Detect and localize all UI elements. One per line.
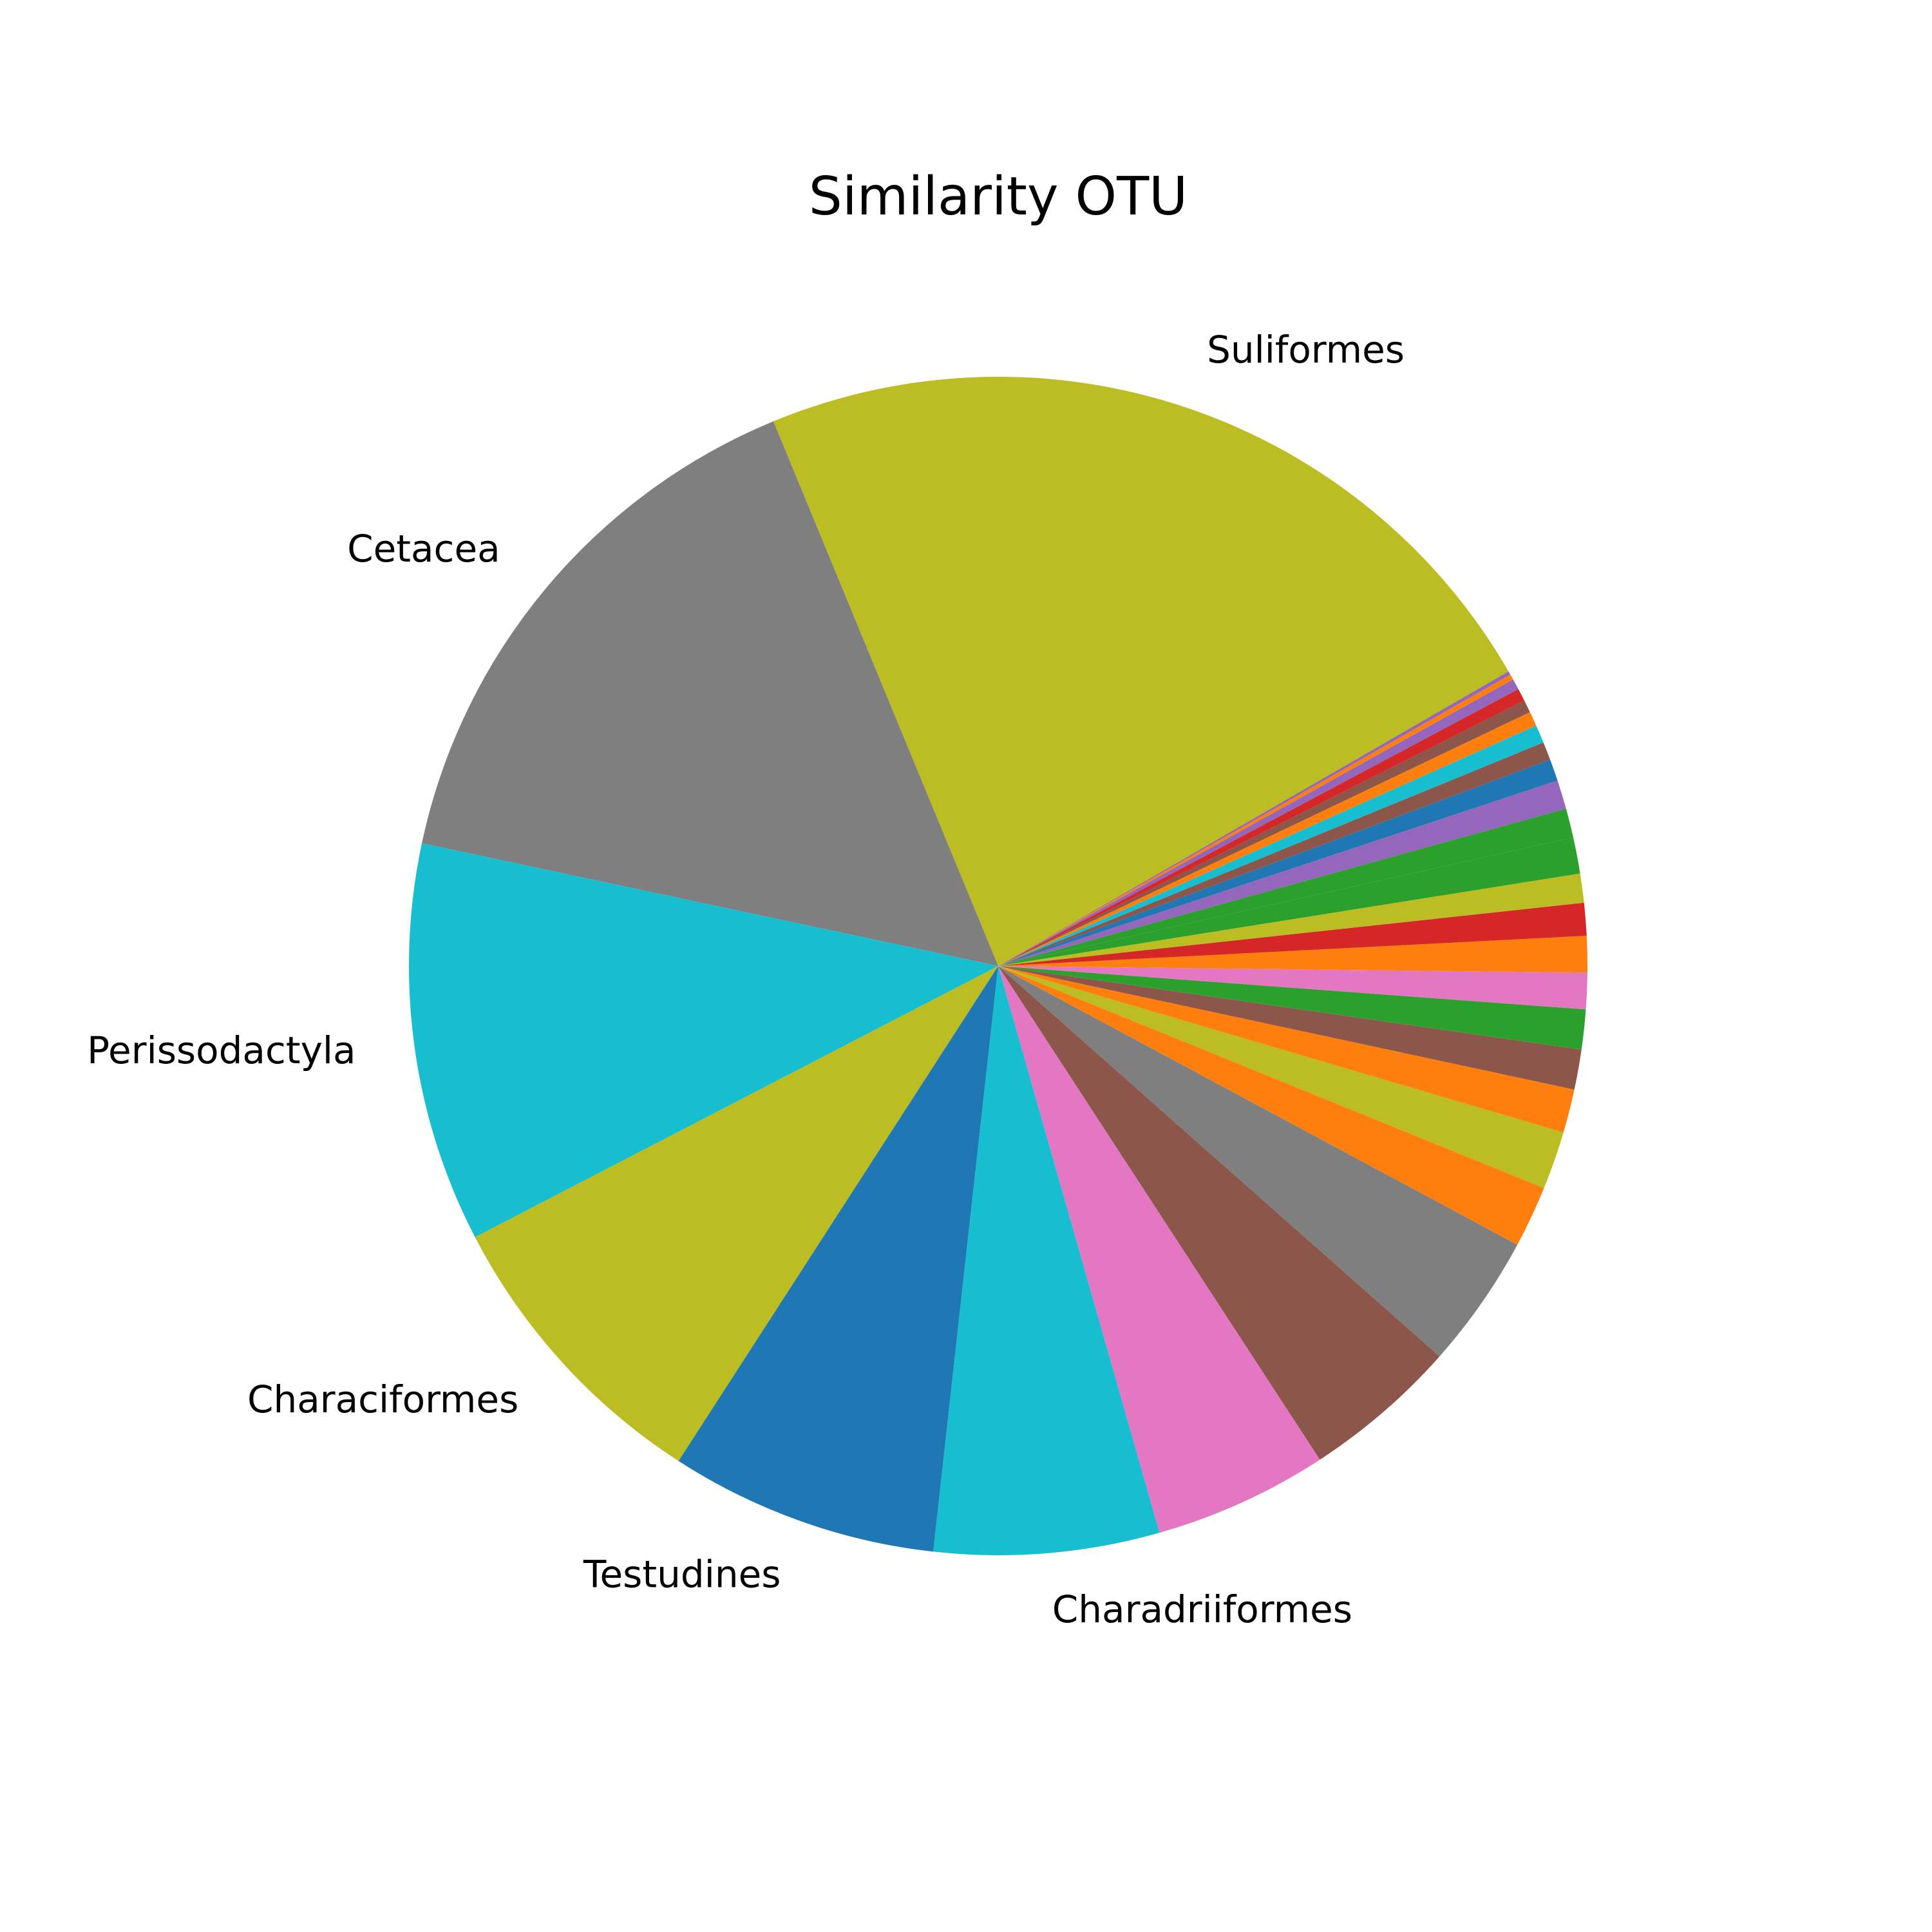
- pie-slice-unlabeled-17: [998, 873, 1584, 966]
- pie-label-perissodactyla: Perissodactyla: [87, 1028, 355, 1072]
- pie-slice-unlabeled-23: [998, 725, 1544, 966]
- pie-labels: Suliformes Cetacea Perissodactyla Characifo…: [87, 328, 1405, 1631]
- pie-slice-unlabeled-7: [998, 966, 1440, 1460]
- pie-slice-unlabeled-8: [998, 966, 1518, 1357]
- pie-slices: [408, 377, 1587, 1556]
- pie-slice-unlabeled-28: [998, 674, 1513, 966]
- pie-slice-unlabeled-11: [998, 966, 1575, 1133]
- pie-slice-perissodactyla: [408, 843, 998, 1238]
- pie-slice-unlabeled-24: [998, 712, 1537, 966]
- pie-slice-unlabeled-14: [998, 966, 1587, 1010]
- pie-label-charadriiformes: Charadriiformes: [1052, 1587, 1352, 1631]
- pie-slice-unlabeled-26: [998, 689, 1524, 966]
- pie-slice-unlabeled-25: [998, 700, 1530, 966]
- pie-slice-unlabeled-9: [998, 966, 1544, 1245]
- pie-slice-unlabeled-13: [998, 966, 1586, 1050]
- pie-slice-unlabeled-19: [998, 808, 1573, 966]
- pie-label-suliformes: Suliformes: [1207, 328, 1405, 372]
- pie-label-cetacea: Cetacea: [347, 527, 500, 571]
- pie-slice-cetacea: [422, 421, 998, 966]
- pie-slice-unlabeled-18: [998, 837, 1580, 966]
- chart-title: Similarity OTU: [809, 166, 1188, 227]
- pie-slice-testudines: [678, 966, 998, 1552]
- pie-slice-unlabeled-12: [998, 966, 1582, 1090]
- pie-slice-suliformes: [773, 377, 1509, 966]
- pie-slice-unlabeled-16: [998, 902, 1587, 966]
- pie-slice-unlabeled-15: [998, 936, 1587, 973]
- pie-slice-unlabeled-6: [998, 966, 1320, 1533]
- pie-slice-unlabeled-29: [998, 671, 1511, 966]
- pie-label-testudines: Testudines: [583, 1552, 781, 1596]
- pie-slice-unlabeled-27: [998, 679, 1519, 966]
- pie-slice-unlabeled-21: [998, 759, 1558, 966]
- pie-slice-characiformes: [475, 966, 998, 1461]
- pie-slice-unlabeled-10: [998, 966, 1564, 1188]
- pie-slice-charadriiformes: [933, 966, 1160, 1556]
- pie-label-characiformes: Characiformes: [247, 1378, 518, 1421]
- pie-slice-unlabeled-22: [998, 742, 1551, 966]
- pie-slice-unlabeled-20: [998, 780, 1566, 966]
